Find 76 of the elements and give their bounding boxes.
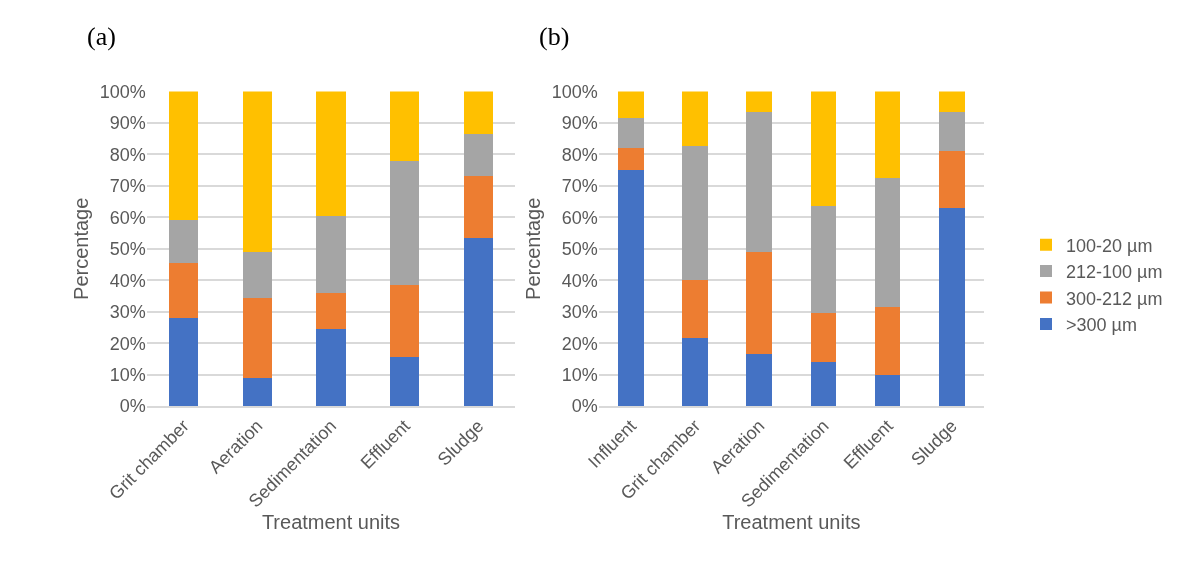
legend-label: 300-212 µm: [1066, 288, 1163, 309]
y-tick-label: 10%: [109, 364, 146, 385]
y-tick-label: 20%: [561, 333, 598, 354]
y-tick-label: 30%: [109, 302, 146, 323]
bar: [463, 237, 494, 407]
y-tick-label: 40%: [109, 270, 146, 291]
bar: [316, 215, 346, 293]
bar: [682, 146, 708, 281]
bar: [168, 318, 199, 407]
bar: [874, 177, 901, 308]
bar: [242, 251, 273, 298]
y-tick-label: 0%: [571, 396, 598, 417]
y-tick-label: 70%: [561, 176, 598, 197]
x-axis-title: Treatment units: [261, 511, 401, 534]
bar: [618, 170, 644, 407]
bar: [810, 313, 837, 363]
y-tick-label: 40%: [561, 270, 598, 291]
bar: [938, 207, 965, 407]
bar: [618, 91, 644, 119]
bar: [316, 91, 346, 216]
bar: [874, 91, 901, 178]
legend-label: 212-100 µm: [1066, 262, 1163, 283]
bar: [168, 91, 199, 221]
bar: [389, 357, 420, 407]
y-tick-label: 60%: [109, 207, 146, 228]
y-tick-label: 100%: [551, 81, 598, 102]
y-tick-label: 70%: [109, 176, 146, 197]
bar: [618, 148, 644, 171]
chart-title: (b): [539, 22, 570, 51]
legend-label: 100-20 µm: [1066, 235, 1153, 256]
y-tick-label: 60%: [561, 207, 598, 228]
bar: [316, 292, 346, 330]
bar: [389, 91, 420, 161]
bar: [242, 91, 273, 252]
y-tick-label: 50%: [561, 239, 598, 260]
y-tick-label: 90%: [561, 113, 598, 134]
chart-title: (a): [87, 22, 116, 51]
bar: [618, 118, 644, 149]
bar: [746, 111, 773, 252]
bar: [810, 362, 837, 407]
bar: [682, 338, 708, 407]
bar: [938, 91, 965, 112]
x-axis-title: Treatment units: [722, 511, 861, 534]
y-tick-label: 10%: [561, 364, 598, 385]
y-tick-label: 0%: [119, 396, 146, 417]
y-tick-label: 30%: [561, 302, 598, 323]
bar: [746, 354, 773, 407]
bar: [682, 91, 708, 147]
bar: [463, 133, 494, 177]
y-axis-title: Percentage: [522, 197, 545, 300]
legend-label: >300 µm: [1066, 314, 1137, 335]
bar: [389, 160, 420, 285]
bar: [316, 329, 346, 407]
y-tick-label: 50%: [109, 239, 146, 260]
y-tick-label: 20%: [109, 333, 146, 354]
bar: [746, 251, 773, 355]
bar: [463, 176, 494, 238]
bar: [168, 262, 199, 319]
bar: [242, 377, 273, 407]
bar: [389, 284, 420, 358]
bar: [874, 307, 901, 375]
bar: [874, 374, 901, 407]
y-tick-label: 80%: [109, 144, 146, 165]
bar: [463, 91, 494, 134]
bar: [242, 297, 273, 378]
y-tick-label: 90%: [109, 113, 146, 134]
y-axis-title: Percentage: [70, 197, 93, 300]
bar: [810, 206, 837, 314]
y-tick-label: 100%: [99, 81, 146, 102]
bar: [682, 280, 708, 339]
bar: [746, 91, 773, 112]
bar: [810, 91, 837, 207]
bar: [938, 151, 965, 208]
y-tick-label: 80%: [561, 144, 598, 165]
bar: [938, 111, 965, 152]
bar: [168, 220, 199, 263]
